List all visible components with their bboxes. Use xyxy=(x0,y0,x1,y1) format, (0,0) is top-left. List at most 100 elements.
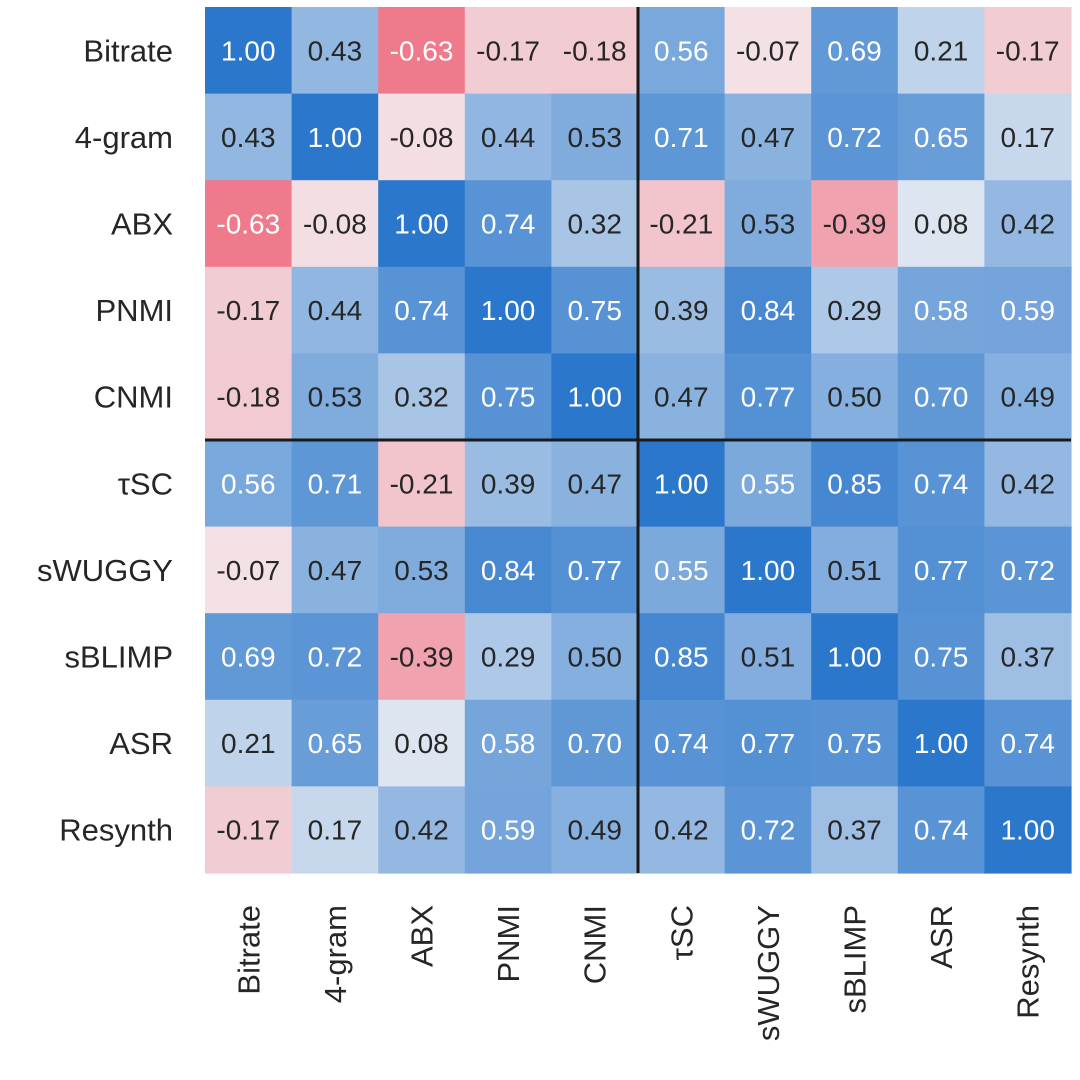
heatmap-cells xyxy=(205,7,1072,874)
heatmap-cell xyxy=(551,266,639,354)
cell-value-label: 0.47 xyxy=(654,382,709,413)
cell-value-label: 0.58 xyxy=(481,728,536,759)
cell-value-label: 0.72 xyxy=(827,122,882,153)
heatmap-cell xyxy=(897,266,985,354)
column-label-sc: τSC xyxy=(664,905,699,960)
column-label-4-gram: 4-gram xyxy=(318,905,353,1003)
cell-value-label: 1.00 xyxy=(481,295,536,326)
cell-value-label: 0.32 xyxy=(567,209,622,240)
cell-value-label: 0.84 xyxy=(481,555,536,586)
cell-value-label: 0.42 xyxy=(1000,468,1055,499)
cell-value-label: 0.17 xyxy=(308,815,363,846)
heatmap-cell xyxy=(205,526,293,614)
cell-value-label: -0.39 xyxy=(823,209,887,240)
heatmap-cell xyxy=(811,7,899,95)
heatmap-cell xyxy=(811,353,899,441)
heatmap-cell xyxy=(638,180,726,268)
column-label-abx: ABX xyxy=(405,905,440,967)
cell-value-label: 1.00 xyxy=(567,382,622,413)
cell-value-label: 0.77 xyxy=(741,728,796,759)
cell-value-label: -0.63 xyxy=(216,209,280,240)
cell-value-label: 0.50 xyxy=(567,642,622,673)
cell-value-label: 1.00 xyxy=(308,122,363,153)
heatmap-cell xyxy=(291,786,379,874)
cell-value-label: -0.17 xyxy=(996,35,1060,66)
cell-value-label: 0.85 xyxy=(827,468,882,499)
column-labels: Bitrate 4-gram ABX PNMI CNMI τSC sWUGGY sBLIMP A… xyxy=(231,905,1045,1041)
heatmap-cell xyxy=(551,440,639,528)
heatmap-cell xyxy=(464,266,552,354)
heatmap-cell xyxy=(638,699,726,787)
cell-value-label: 1.00 xyxy=(221,35,276,66)
cell-value-label: -0.39 xyxy=(390,642,454,673)
heatmap-cell xyxy=(811,440,899,528)
heatmap-cell xyxy=(984,786,1072,874)
heatmap-cell-labels: 1.00 0.43 -0.63 -0.17 -0.18 0.56 -0.07 0.69 0.21… xyxy=(216,35,1059,845)
cell-value-label: 0.69 xyxy=(827,35,882,66)
heatmap-cell xyxy=(551,93,639,181)
heatmap-cell xyxy=(205,440,293,528)
column-label-resynth: Resynth xyxy=(1011,905,1046,1019)
heatmap-cell xyxy=(638,93,726,181)
cell-value-label: 0.47 xyxy=(567,468,622,499)
cell-value-label: 0.39 xyxy=(654,295,709,326)
heatmap-cell xyxy=(205,266,293,354)
cell-value-label: -0.17 xyxy=(216,295,280,326)
row-label-abx: ABX xyxy=(111,207,173,242)
cell-value-label: 0.53 xyxy=(308,382,363,413)
row-label-swuggy: sWUGGY xyxy=(37,553,173,588)
cell-value-label: -0.08 xyxy=(390,122,454,153)
heatmap-cell xyxy=(724,353,812,441)
column-label-sblimp: sBLIMP xyxy=(838,905,873,1014)
cell-value-label: -0.07 xyxy=(216,555,280,586)
heatmap-cell xyxy=(551,353,639,441)
cell-value-label: 0.53 xyxy=(394,555,449,586)
heatmap-cell xyxy=(464,180,552,268)
column-label-swuggy: sWUGGY xyxy=(751,905,786,1041)
cell-value-label: -0.21 xyxy=(649,209,713,240)
cell-value-label: 0.65 xyxy=(308,728,363,759)
cell-value-label: 0.56 xyxy=(221,468,276,499)
column-label-pnmi: PNMI xyxy=(491,905,526,983)
heatmap-cell xyxy=(811,526,899,614)
cell-value-label: 0.47 xyxy=(741,122,796,153)
heatmap-cell xyxy=(984,266,1072,354)
row-label-sblimp: sBLIMP xyxy=(64,640,173,675)
heatmap-cell xyxy=(205,786,293,874)
heatmap-cell xyxy=(464,353,552,441)
heatmap-cell xyxy=(378,699,466,787)
cell-value-label: 0.37 xyxy=(1000,642,1055,673)
cell-value-label: 0.59 xyxy=(1000,295,1055,326)
heatmap-cell xyxy=(638,353,726,441)
heatmap-cell xyxy=(811,613,899,701)
cell-value-label: 0.75 xyxy=(914,642,969,673)
heatmap-cell xyxy=(811,93,899,181)
cell-value-label: 0.74 xyxy=(394,295,449,326)
cell-value-label: 0.71 xyxy=(308,468,363,499)
heatmap-cell xyxy=(378,93,466,181)
cell-value-label: 1.00 xyxy=(394,209,449,240)
heatmap-cell xyxy=(984,93,1072,181)
heatmap-cell xyxy=(724,699,812,787)
cell-value-label: 0.74 xyxy=(481,209,536,240)
cell-value-label: -0.63 xyxy=(390,35,454,66)
heatmap-cell xyxy=(464,7,552,95)
heatmap-cell xyxy=(378,7,466,95)
heatmap-cell xyxy=(291,613,379,701)
heatmap-cell xyxy=(464,93,552,181)
heatmap-cell xyxy=(378,786,466,874)
cell-value-label: 0.39 xyxy=(481,468,536,499)
separator-lines xyxy=(205,7,1071,873)
cell-value-label: -0.07 xyxy=(736,35,800,66)
cell-value-label: 0.42 xyxy=(654,815,709,846)
heatmap-cell xyxy=(638,7,726,95)
cell-value-label: -0.17 xyxy=(216,815,280,846)
cell-value-label: -0.17 xyxy=(476,35,540,66)
heatmap-cell xyxy=(205,353,293,441)
row-label-pnmi: PNMI xyxy=(96,293,174,328)
heatmap-cell xyxy=(811,699,899,787)
heatmap-cell xyxy=(897,440,985,528)
heatmap-cell xyxy=(638,613,726,701)
heatmap-cell xyxy=(464,613,552,701)
heatmap-cell xyxy=(724,93,812,181)
